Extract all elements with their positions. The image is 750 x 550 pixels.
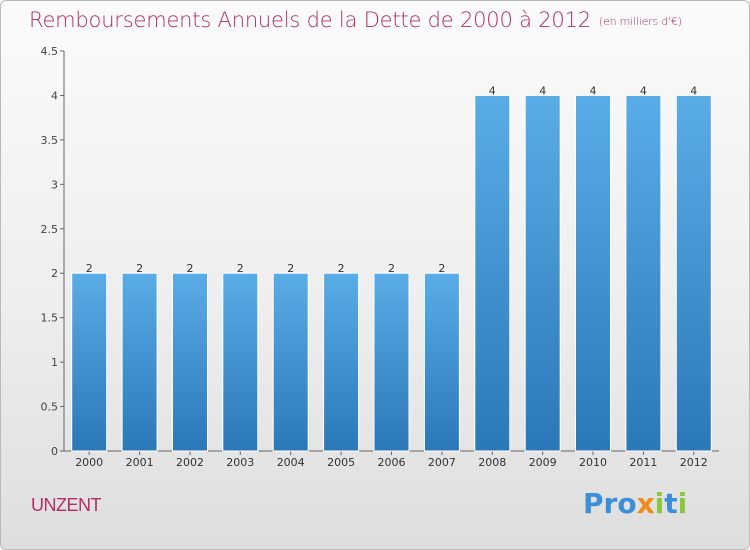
y-tick-label: 4 xyxy=(51,89,58,102)
data-label: 4 xyxy=(489,84,496,97)
data-label: 2 xyxy=(136,262,143,275)
proxiti-logo[interactable]: Proxiti xyxy=(583,487,688,520)
data-label: 4 xyxy=(539,84,546,97)
data-label: 2 xyxy=(187,262,194,275)
bar xyxy=(423,272,460,452)
bar xyxy=(323,272,360,452)
y-tick-label: 1 xyxy=(51,356,58,369)
x-tick-label: 2000 xyxy=(75,456,103,469)
x-tick-label: 2002 xyxy=(176,456,204,469)
y-tick-label: 4.5 xyxy=(41,45,59,58)
data-label: 2 xyxy=(287,262,294,275)
bar xyxy=(71,272,108,452)
data-label: 2 xyxy=(338,262,345,275)
x-tick-label: 2011 xyxy=(629,456,657,469)
x-tick-label: 2008 xyxy=(478,456,506,469)
chart-subtitle: (en milliers d'€) xyxy=(598,15,682,28)
x-tick-label: 2007 xyxy=(428,456,456,469)
data-label: 4 xyxy=(640,84,647,97)
bar xyxy=(222,272,259,452)
x-tick-label: 2010 xyxy=(579,456,607,469)
bar xyxy=(121,272,158,452)
y-tick-label: 0 xyxy=(51,445,58,458)
x-tick-label: 2012 xyxy=(680,456,708,469)
bar xyxy=(474,94,511,452)
x-tick-label: 2003 xyxy=(226,456,254,469)
place-name: UNZENT xyxy=(31,495,102,515)
y-tick-label: 3 xyxy=(51,178,58,191)
axes: 0 0.5 1 1.5 2 2.5 3 3.5 4 4.5 2000 2001 2002 2003 2004… xyxy=(41,45,719,469)
y-tick-label: 2.5 xyxy=(41,223,59,236)
x-tick-label: 2005 xyxy=(327,456,355,469)
data-label: 4 xyxy=(590,84,597,97)
chart-title-text: Remboursements Annuels de la Dette de 20… xyxy=(29,8,591,32)
bar xyxy=(675,94,712,452)
data-label: 2 xyxy=(86,262,93,275)
bar xyxy=(272,272,309,452)
y-tick-label: 3.5 xyxy=(41,134,59,147)
x-tick-label: 2006 xyxy=(378,456,406,469)
data-label: 2 xyxy=(438,262,445,275)
chart-title: Remboursements Annuels de la Dette de 20… xyxy=(29,8,682,32)
y-tick-label: 2 xyxy=(51,267,58,280)
data-label: 2 xyxy=(237,262,244,275)
bar xyxy=(172,272,208,452)
bar xyxy=(524,94,561,452)
bars: 2 2 2 2 2 2 2 2 4 4 4 4 4 xyxy=(71,84,712,452)
x-tick-label: 2001 xyxy=(126,456,154,469)
x-tick-label: 2004 xyxy=(277,456,305,469)
y-tick-label: 1.5 xyxy=(41,312,59,325)
data-label: 4 xyxy=(690,84,697,97)
y-tick-label: 0.5 xyxy=(41,401,59,414)
x-tick-label: 2009 xyxy=(529,456,557,469)
data-label: 2 xyxy=(388,262,395,275)
bar xyxy=(625,94,662,452)
bar xyxy=(373,272,410,452)
bar xyxy=(575,94,611,452)
